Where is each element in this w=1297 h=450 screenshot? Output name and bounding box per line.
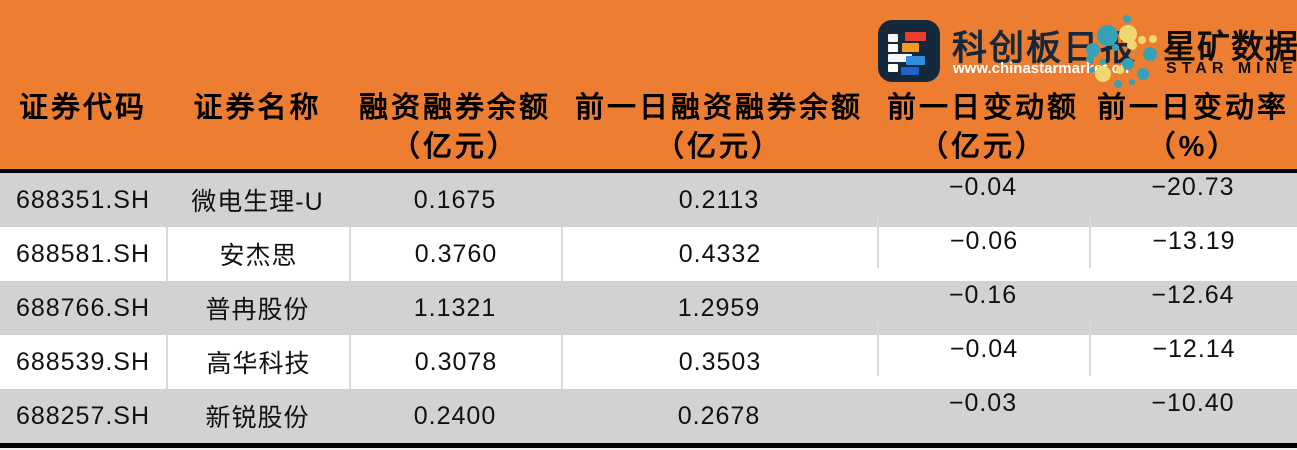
logo-dot bbox=[1116, 66, 1124, 74]
cell-change_pct: −12.14 bbox=[1089, 322, 1297, 376]
logo-dot bbox=[1143, 47, 1157, 61]
cell-prev_balance: 1.2959 bbox=[677, 293, 761, 322]
logo-block bbox=[888, 44, 898, 52]
cell-prev_balance: 0.2113 bbox=[678, 185, 760, 214]
logo-dot bbox=[1089, 67, 1095, 73]
cell-prev_balance: 0.2678 bbox=[677, 401, 761, 430]
cell-change_pct: −13.19 bbox=[1089, 214, 1297, 268]
cell-balance: 0.3078 bbox=[349, 335, 561, 389]
cell-change: −0.06 bbox=[877, 214, 1089, 268]
cell-prev_balance: 0.4332 bbox=[561, 227, 877, 281]
col-header-line1: 融资融券余额 bbox=[358, 92, 551, 124]
col-header-line1: 前一日变动额 bbox=[886, 92, 1079, 124]
logo-dot bbox=[1100, 59, 1106, 65]
cell-balance: 0.1675 bbox=[413, 185, 497, 214]
cell-code: 688351.SH bbox=[15, 185, 151, 214]
col-header-line1: 证券代码 bbox=[18, 92, 147, 124]
logo-dot bbox=[1122, 58, 1134, 70]
logo-block bbox=[906, 56, 925, 65]
table-row: 688257.SH 新锐股份 0.2400 0.2678 −0.03 −10.40 bbox=[0, 389, 1297, 443]
col-header-line2: （%） bbox=[1146, 131, 1240, 163]
table-row: 688766.SH 普冉股份 1.1321 1.2959 −0.16 −12.64 bbox=[0, 281, 1297, 335]
table-row: 688581.SH 安杰思 0.3760 0.4332 −0.06 −13.19 bbox=[0, 214, 1297, 281]
col-header-name: 证券名称 bbox=[166, 86, 349, 169]
logo-dot bbox=[1112, 44, 1119, 51]
cell-change: −0.04 bbox=[948, 172, 1018, 201]
col-header-line1: 前一日融资融券余额 bbox=[574, 92, 863, 124]
logo-block bbox=[888, 64, 898, 72]
col-header-balance: 融资融券余额 （亿元） bbox=[349, 86, 561, 169]
logo-dot bbox=[1129, 79, 1135, 85]
kcb-daily-url: www.chinastarmarket.cn bbox=[953, 60, 1130, 77]
branding-bar: 科创板日报 www.chinastarmarket.cn 星矿数据 STAR M… bbox=[870, 10, 1297, 96]
col-header-change: 前一日变动额 （亿元） bbox=[877, 86, 1089, 169]
logo-dot bbox=[1114, 80, 1122, 88]
cell-name: 普冉股份 bbox=[205, 296, 310, 324]
cell-change: −0.04 bbox=[877, 322, 1089, 376]
cell-change_pct: −20.73 bbox=[1151, 172, 1235, 201]
bottom-divider bbox=[0, 443, 1297, 448]
starmine-subtitle: STAR MINE bbox=[1166, 60, 1297, 77]
cell-name: 安杰思 bbox=[166, 227, 349, 281]
starmine-logo-icon bbox=[1085, 12, 1159, 96]
cell-balance: 1.1321 bbox=[413, 293, 497, 322]
table-row: 688539.SH 高华科技 0.3078 0.3503 −0.04 −12.14 bbox=[0, 322, 1297, 389]
cell-balance: 0.2400 bbox=[413, 401, 497, 430]
logo-dot bbox=[1097, 25, 1118, 46]
kcb-daily-logo-icon bbox=[878, 20, 940, 82]
table-header: 证券代码 证券名称 融资融券余额 （亿元） 前一日融资融券余额 （亿元） 前一日… bbox=[0, 86, 1297, 173]
cell-balance: 0.3760 bbox=[349, 227, 561, 281]
cell-change: −0.16 bbox=[948, 280, 1018, 309]
logo-block bbox=[902, 43, 919, 52]
cell-code: 688766.SH bbox=[15, 293, 151, 322]
logo-dot bbox=[1119, 25, 1137, 43]
logo-block bbox=[901, 67, 919, 75]
cell-code: 688257.SH bbox=[15, 401, 151, 430]
logo-block bbox=[888, 34, 898, 42]
cell-name: 高华科技 bbox=[166, 335, 349, 389]
logo-block bbox=[905, 32, 926, 41]
col-header-line2: （亿元） bbox=[390, 131, 519, 163]
cell-code: 688539.SH bbox=[15, 347, 151, 376]
col-header-line2: （亿元） bbox=[654, 131, 783, 163]
logo-dot bbox=[1086, 43, 1100, 57]
logo-dot bbox=[1086, 55, 1094, 63]
col-header-change-pct: 前一日变动率 （%） bbox=[1089, 86, 1297, 169]
table-body: 688351.SH 微电生理-U 0.1675 0.2113 −0.04 −20.73 68… bbox=[0, 173, 1297, 443]
logo-dot bbox=[1095, 66, 1111, 82]
cell-change_pct: −12.64 bbox=[1151, 280, 1235, 309]
col-header-line2: （亿元） bbox=[918, 131, 1047, 163]
col-header-line1: 证券名称 bbox=[193, 92, 322, 124]
cell-change: −0.03 bbox=[948, 388, 1018, 417]
col-header-line1: 前一日变动率 bbox=[1096, 92, 1289, 124]
cell-name: 微电生理-U bbox=[191, 188, 324, 216]
col-header-code: 证券代码 bbox=[0, 86, 166, 169]
cell-name: 新锐股份 bbox=[205, 404, 310, 432]
starmine-title: 星矿数据 bbox=[1163, 28, 1297, 65]
logo-dot bbox=[1149, 35, 1157, 43]
cell-prev_balance: 0.3503 bbox=[561, 335, 877, 389]
col-header-prev-balance: 前一日融资融券余额 （亿元） bbox=[561, 86, 877, 169]
bottom-strip bbox=[0, 448, 1297, 450]
cell-change_pct: −10.40 bbox=[1151, 388, 1235, 417]
logo-dot bbox=[1127, 40, 1137, 50]
logo-dot bbox=[1137, 68, 1149, 80]
logo-block bbox=[888, 54, 912, 62]
cell-code: 688581.SH bbox=[15, 239, 151, 268]
table-row: 688351.SH 微电生理-U 0.1675 0.2113 −0.04 −20.73 bbox=[0, 173, 1297, 227]
logo-dot bbox=[1138, 36, 1146, 44]
logo-dot bbox=[1123, 15, 1131, 23]
